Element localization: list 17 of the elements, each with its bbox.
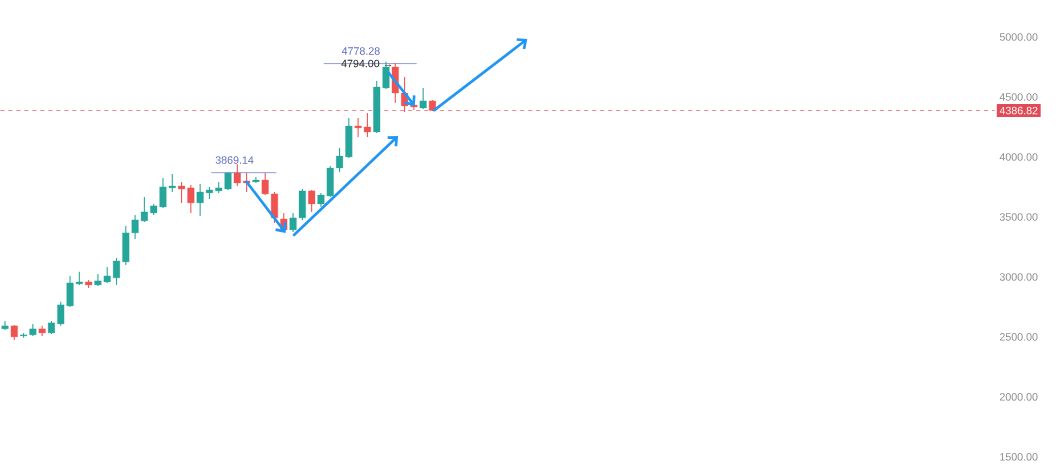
y-tick-label: 3500.00 <box>999 213 1038 221</box>
candlestick <box>271 191 278 224</box>
ref-line-label: 3869.14 <box>215 156 254 164</box>
candlestick <box>113 257 120 286</box>
candlestick <box>1 320 9 331</box>
annotation: 4794.00 → <box>341 59 392 68</box>
ref-line-label: 4386.82 <box>999 106 1038 115</box>
candlestick <box>419 87 427 110</box>
ref-line-label: 4778.28 <box>341 47 380 55</box>
y-tick-label: 3000.00 <box>999 273 1038 281</box>
y-tick-label: 4500.00 <box>999 93 1038 101</box>
y-tick-label: 2500.00 <box>999 333 1038 341</box>
y-tick-label: 2000.00 <box>999 393 1038 401</box>
candlestick <box>233 163 241 187</box>
y-tick-label: 1500.00 <box>1000 453 1038 461</box>
y-tick-label: 5000.00 <box>999 33 1038 41</box>
y-tick-label: 4000.00 <box>999 153 1038 161</box>
